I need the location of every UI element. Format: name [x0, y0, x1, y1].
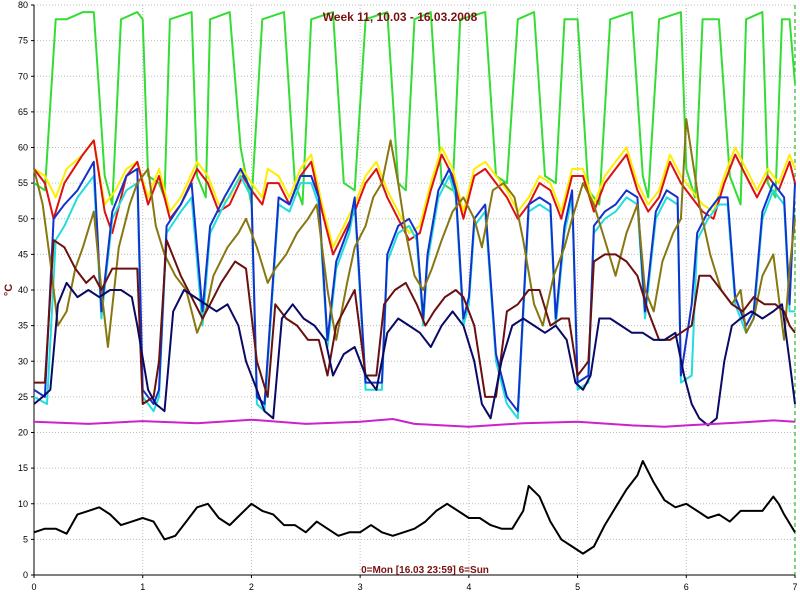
series-line-4 — [33, 160, 796, 413]
y-tick-label: 20 — [18, 428, 28, 438]
y-tick-label: 55 — [18, 178, 28, 188]
y-tick-label: 10 — [18, 499, 28, 509]
y-tick-label: 25 — [18, 392, 28, 402]
y-tick-label: 70 — [18, 71, 28, 81]
y-tick-label: 0 — [23, 570, 28, 580]
y-axis-label: °C — [3, 284, 15, 296]
x-tick-label: 7 — [792, 582, 797, 592]
y-tick-label: 50 — [18, 214, 28, 224]
y-tick-label: 35 — [18, 321, 28, 331]
x-tick-label: 6 — [684, 582, 689, 592]
x-tick-label: 4 — [466, 582, 471, 592]
series-line-0 — [33, 11, 796, 206]
x-tick-label: 2 — [249, 582, 254, 592]
x-tick-label: 0 — [31, 582, 36, 592]
x-tick-label: 3 — [358, 582, 363, 592]
y-tick-label: 30 — [18, 356, 28, 366]
y-tick-label: 75 — [18, 36, 28, 46]
x-tick-label: 5 — [575, 582, 580, 592]
series-line-8 — [33, 418, 796, 428]
y-tick-label: 5 — [23, 534, 28, 544]
series-layer — [33, 11, 796, 555]
y-tick-label: 60 — [18, 143, 28, 153]
y-tick-label: 65 — [18, 107, 28, 117]
axes — [31, 4, 796, 578]
series-line-5 — [33, 118, 796, 348]
series-line-7 — [33, 281, 796, 427]
y-tick-label: 45 — [18, 249, 28, 259]
y-tick-label: 40 — [18, 285, 28, 295]
chart-caption: 0=Mon [16.03 23:59] 6=Sun — [361, 565, 489, 576]
x-tick-label: 1 — [140, 582, 145, 592]
series-line-9 — [33, 460, 796, 555]
chart-title: Week 11, 10.03 - 16.03.2008 — [323, 10, 478, 24]
y-tick-label: 80 — [18, 0, 28, 10]
y-tick-label: 15 — [18, 463, 28, 473]
series-line-6 — [34, 239, 796, 405]
series-line-2 — [33, 139, 796, 256]
series-line-1 — [33, 139, 796, 249]
